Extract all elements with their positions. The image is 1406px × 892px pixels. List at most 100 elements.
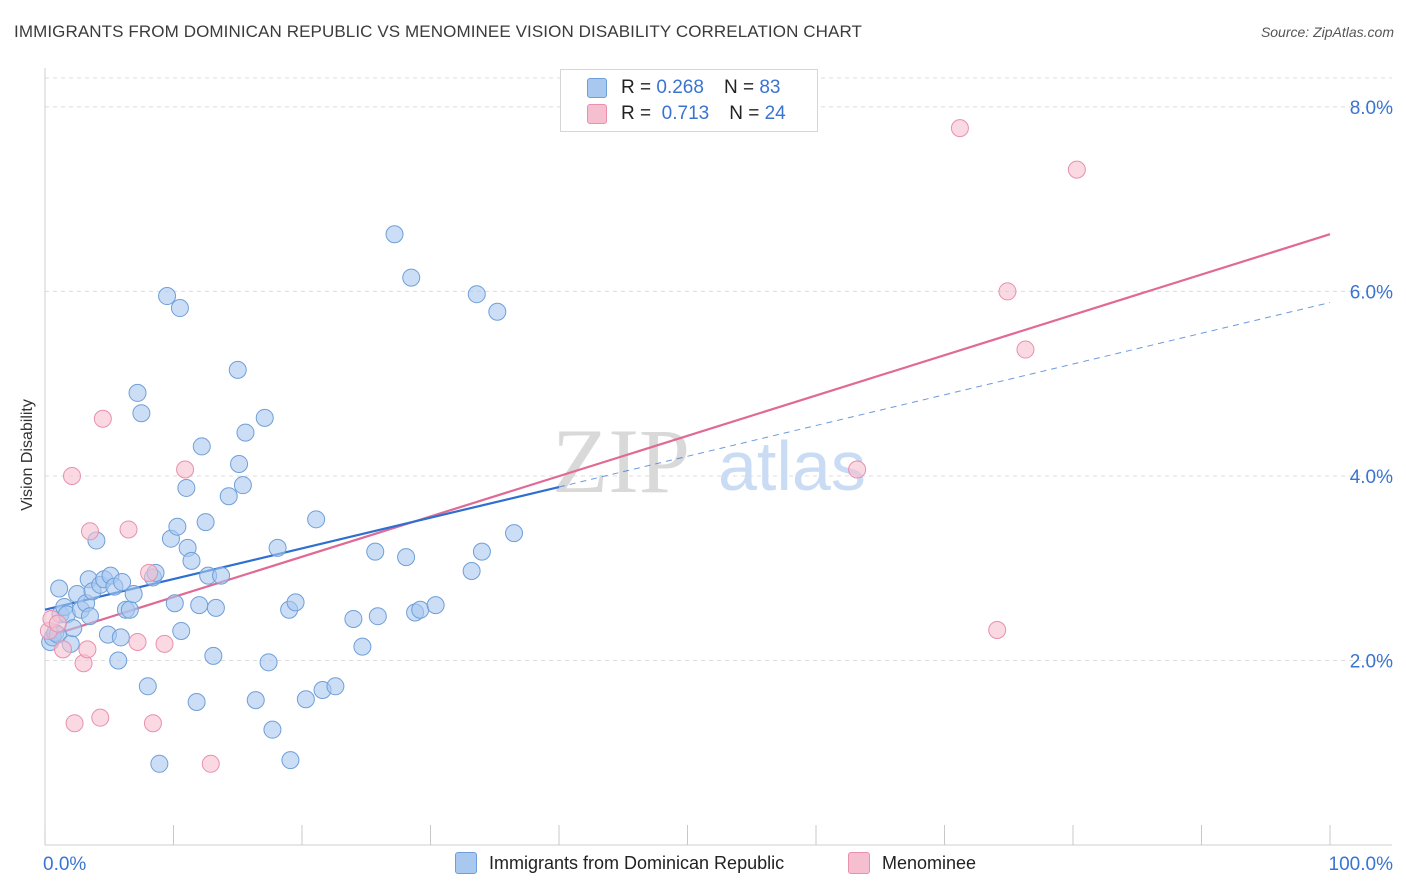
legend-n-label: N = xyxy=(729,103,760,124)
trend-line-menominee xyxy=(44,233,1331,639)
data-point-menominee xyxy=(80,522,99,541)
data-point-dominican xyxy=(196,513,215,532)
legend-swatch-pink xyxy=(587,104,607,124)
data-point-dominican xyxy=(192,437,211,456)
data-point-dominican xyxy=(462,561,481,580)
legend-r-value: 0.268 xyxy=(656,77,704,98)
data-point-menominee xyxy=(48,614,67,633)
data-point-menominee xyxy=(848,460,867,479)
data-point-dominican xyxy=(150,754,169,773)
data-point-dominican xyxy=(268,538,287,557)
data-point-dominican xyxy=(190,596,209,615)
x-tick-label: 0.0% xyxy=(43,854,86,875)
data-point-dominican xyxy=(168,517,187,536)
y-tick-label: 6.0% xyxy=(1350,282,1393,303)
data-point-dominican xyxy=(132,404,151,423)
data-point-menominee xyxy=(201,754,220,773)
legend-n-label: N = xyxy=(723,77,755,98)
data-point-dominican xyxy=(109,651,128,670)
legend-row-blue: R = 0.268 N = 83 xyxy=(587,75,780,101)
data-point-dominican xyxy=(158,287,177,306)
data-point-menominee xyxy=(1016,340,1035,359)
watermark: ZIP atlas xyxy=(552,410,866,512)
data-point-dominican xyxy=(219,487,238,506)
legend-r-label: R = xyxy=(621,103,652,124)
data-point-dominican xyxy=(206,598,225,617)
data-point-dominican xyxy=(307,510,326,529)
data-point-menominee xyxy=(91,708,110,727)
legend-r-value: 0.713 xyxy=(661,103,710,124)
data-point-dominican xyxy=(259,653,278,672)
legend-n-value: 24 xyxy=(764,103,786,124)
data-point-dominican xyxy=(228,360,247,379)
data-point-menominee xyxy=(93,409,112,428)
data-point-dominican xyxy=(366,542,385,561)
data-point-menominee xyxy=(53,640,72,659)
data-point-dominican xyxy=(128,383,147,402)
series-swatch-blue xyxy=(455,852,477,874)
data-point-menominee xyxy=(176,460,195,479)
data-point-menominee xyxy=(128,633,147,652)
x-tick-label: 100.0% xyxy=(1329,854,1394,875)
data-point-dominican xyxy=(233,476,252,495)
trend-line-dominican-extended xyxy=(558,302,1331,488)
data-point-menominee xyxy=(155,634,174,653)
chart-title: IMMIGRANTS FROM DOMINICAN REPUBLIC VS ME… xyxy=(14,22,863,41)
data-point-dominican xyxy=(472,542,491,561)
series-swatch-pink xyxy=(848,852,870,874)
data-point-dominican xyxy=(212,566,231,585)
watermark-atlas: atlas xyxy=(718,427,866,505)
data-point-dominican xyxy=(165,594,184,613)
data-point-dominican xyxy=(124,585,143,604)
legend-n-value: 83 xyxy=(759,77,781,98)
data-point-dominican xyxy=(113,573,132,592)
data-point-menominee xyxy=(1067,160,1086,179)
data-point-dominican xyxy=(281,751,300,770)
data-point-dominican xyxy=(64,619,83,638)
data-point-dominican xyxy=(385,225,404,244)
data-point-dominican xyxy=(120,600,139,619)
data-point-dominican xyxy=(204,646,223,665)
data-point-menominee xyxy=(119,520,138,539)
data-point-dominican xyxy=(187,692,206,711)
series-legend-pink: Menominee xyxy=(848,852,976,874)
legend-row-pink: R = 0.713 N = 24 xyxy=(587,101,786,127)
data-point-dominican xyxy=(344,609,363,628)
data-point-dominican xyxy=(182,551,201,570)
data-point-dominican xyxy=(246,691,265,710)
data-point-dominican xyxy=(111,628,130,647)
data-point-dominican xyxy=(230,454,249,473)
data-point-menominee xyxy=(998,282,1017,301)
data-point-dominican xyxy=(488,302,507,321)
data-point-dominican xyxy=(402,268,421,287)
data-point-dominican xyxy=(397,548,416,567)
data-point-dominican xyxy=(236,423,255,442)
data-point-dominican xyxy=(467,285,486,304)
data-point-dominican xyxy=(505,524,524,543)
data-points xyxy=(39,119,1086,773)
series-label-pink: Menominee xyxy=(882,852,977,873)
data-point-dominican xyxy=(172,621,191,640)
series-label-blue: Immigrants from Dominican Republic xyxy=(489,852,785,873)
data-point-dominican xyxy=(255,408,274,427)
data-point-dominican xyxy=(138,677,157,696)
data-point-dominican xyxy=(177,478,196,497)
data-point-dominican xyxy=(286,593,305,612)
data-point-dominican xyxy=(50,579,69,598)
series-legend: Immigrants from Dominican Republic Menom… xyxy=(0,852,1406,878)
data-point-dominican xyxy=(263,720,282,739)
data-point-dominican xyxy=(326,677,345,696)
data-point-dominican xyxy=(426,596,445,615)
data-point-menominee xyxy=(988,621,1007,640)
data-point-dominican xyxy=(296,690,315,709)
correlation-legend: R = 0.268 N = 83 R = 0.713 N = 24 xyxy=(560,69,818,132)
data-point-menominee xyxy=(62,466,81,485)
y-tick-label: 2.0% xyxy=(1350,651,1393,672)
data-point-dominican xyxy=(80,607,99,626)
series-legend-blue: Immigrants from Dominican Republic xyxy=(455,852,784,874)
data-point-dominican xyxy=(353,637,372,656)
data-point-menominee xyxy=(140,563,159,582)
tick-labels: 2.0% 4.0% 6.0% 8.0% 0.0% 100.0% xyxy=(43,98,1393,875)
legend-r-label: R = xyxy=(621,77,652,98)
